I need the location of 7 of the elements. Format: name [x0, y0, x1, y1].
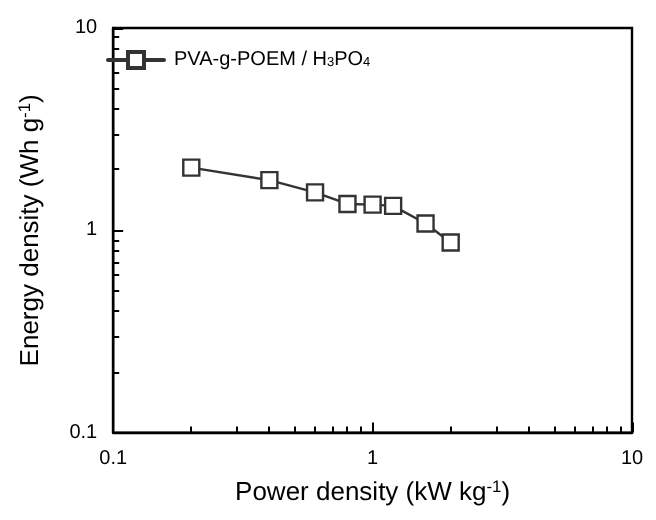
x-tick-label: 1	[367, 447, 380, 470]
y-tick-label: 0.1	[69, 421, 99, 444]
y-axis-title: Energy density (Wh g-1)	[14, 94, 44, 367]
y-tick-label: 10	[74, 17, 99, 39]
y-tick-label: 1	[86, 219, 99, 242]
x-tick-label: 0.1	[99, 447, 128, 470]
x-tick-label: 10	[620, 447, 644, 470]
